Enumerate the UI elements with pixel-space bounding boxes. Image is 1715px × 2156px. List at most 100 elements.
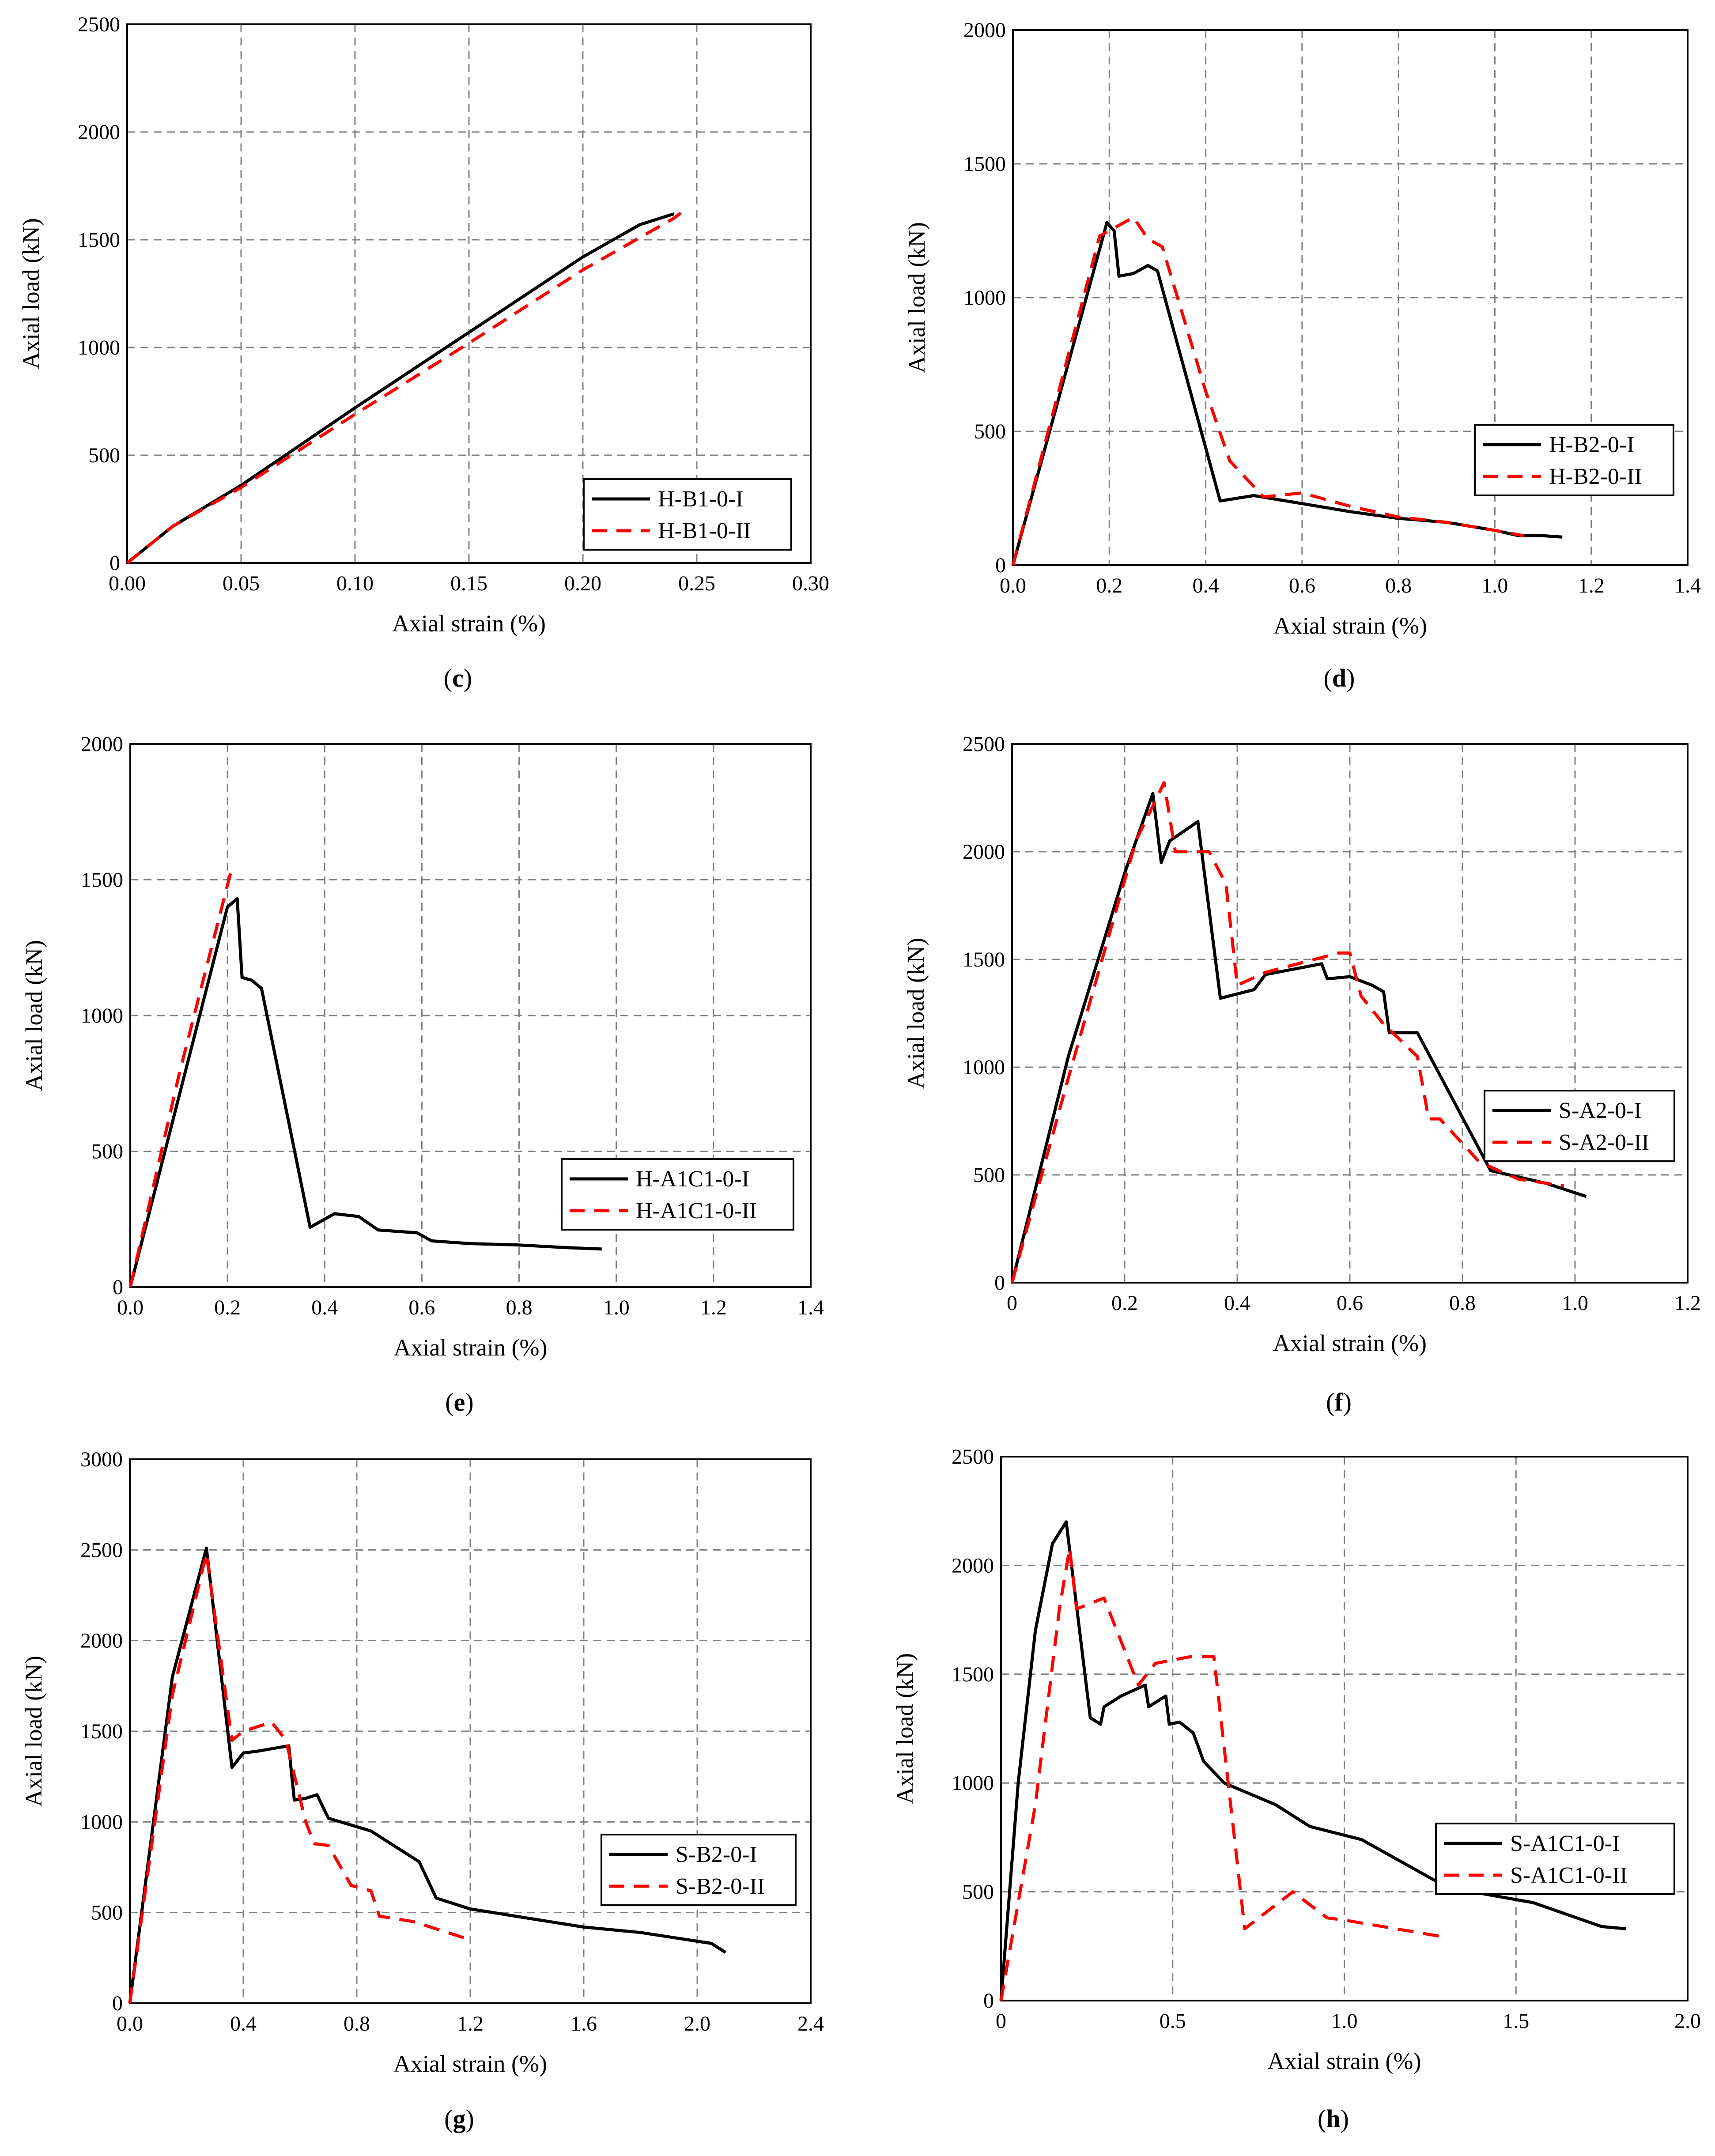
y-axis-title: Axial load (kN) (891, 1653, 918, 1804)
y-tick-label: 1500 (952, 1663, 994, 1686)
legend: S-A1C1-0-I S-A1C1-0-II (1435, 1823, 1675, 1895)
plot-frame (126, 23, 812, 564)
x-tick-label: 0.0 (117, 2012, 143, 2035)
legend: S-B2-0-I S-B2-0-II (601, 1834, 797, 1906)
panel-label: (e) (445, 1388, 473, 1416)
legend: S-A2-0-I S-A2-0-II (1484, 1090, 1675, 1162)
x-axis-title: Axial strain (%) (393, 2050, 547, 2077)
series-line-S-A1C1-0-I (999, 1520, 1626, 2001)
legend-box (1435, 1823, 1675, 1895)
x-axis-title: Axial strain (%) (394, 1334, 548, 1361)
series-line-H-B2-0-I (1011, 221, 1563, 566)
legend-box (583, 478, 792, 551)
x-tick-label: 0.4 (1193, 574, 1219, 597)
legend-label: S-A2-0-I (1559, 1098, 1642, 1123)
legend-label: S-A2-0-II (1559, 1130, 1649, 1155)
series-line-H-A1C1-0-I (128, 897, 602, 1288)
panel-label: (f) (1326, 1388, 1352, 1416)
panel-c: 0.00 0.05 0.10 0.15 0.20 0.25 0.30 0 500 1000 1500… (18, 13, 829, 692)
series-line-H-B2-0-II (1011, 215, 1524, 566)
y-tick-label: 0 (994, 1271, 1005, 1295)
plot-frame (129, 1458, 812, 2004)
x-tick-label: 0.8 (1449, 1291, 1476, 1315)
plot-frame (1000, 1456, 1689, 2001)
y-tick-label: 500 (973, 1163, 1005, 1187)
y-tick-label: 2500 (78, 13, 120, 36)
legend: H-B1-0-I H-B1-0-II (583, 478, 792, 551)
x-tick-label: 0.30 (792, 572, 829, 595)
y-tick-label: 1000 (80, 1810, 123, 1834)
panel-label: (g) (444, 2104, 474, 2133)
x-tick-label: 0.15 (450, 572, 487, 595)
series-line-S-A2-0-II (1010, 781, 1564, 1283)
y-axis-title: Axial load (kN) (18, 218, 44, 369)
x-axis-title: Axial strain (%) (392, 610, 546, 637)
legend: H-A1C1-0-I H-A1C1-0-II (561, 1158, 794, 1231)
y-tick-label: 500 (974, 420, 1006, 443)
x-tick-label: 0.20 (564, 572, 601, 595)
panel-f: 0 0.2 0.4 0.6 0.8 1.0 1.2 0 500 1000 1500 2000 2500 A… (903, 733, 1701, 1416)
x-tick-label: 1.4 (797, 1296, 824, 1319)
x-tick-label: 0.5 (1160, 2009, 1186, 2033)
y-tick-label: 2000 (963, 19, 1006, 42)
x-tick-label: 1.2 (700, 1296, 727, 1319)
y-tick-label: 0 (983, 1989, 994, 2013)
plot-frame (1011, 743, 1689, 1284)
legend-label: S-A1C1-0-II (1510, 1863, 1628, 1888)
y-tick-label: 500 (91, 1901, 123, 1925)
panel-g: 0.0 0.4 0.8 1.2 1.6 2.0 2.4 0 500 1000 1500 2000 250… (20, 1448, 824, 2133)
panel-label: (c) (444, 664, 472, 692)
panel-d: 0.0 0.2 0.4 0.6 0.8 1.0 1.2 1.4 0 500 1000 1500 2000… (903, 19, 1701, 692)
y-tick-label: 2000 (81, 733, 123, 756)
legend-label: H-B2-0-I (1549, 432, 1635, 457)
x-axis-title: Axial strain (%) (1268, 2048, 1421, 2074)
legend-box (1474, 424, 1674, 496)
x-tick-label: 0.4 (230, 2012, 257, 2035)
y-tick-label: 1500 (963, 948, 1005, 971)
y-tick-label: 2000 (80, 1629, 123, 1653)
y-axis-title: Axial load (kN) (20, 1656, 47, 1807)
x-tick-label: 0.10 (336, 572, 374, 595)
x-tick-label: 1.5 (1503, 2009, 1529, 2033)
y-tick-label: 1000 (78, 336, 120, 359)
x-tick-label: 1.0 (1562, 1291, 1588, 1315)
x-tick-label: 0.8 (1385, 574, 1412, 597)
series-line-S-B2-0-II (128, 1552, 471, 2004)
x-tick-label: 0.00 (109, 572, 146, 595)
x-tick-label: 2.0 (1674, 2009, 1701, 2033)
x-tick-label: 0.2 (1096, 574, 1122, 597)
y-tick-label: 3000 (80, 1448, 123, 1471)
x-tick-label: 0 (1007, 1291, 1017, 1315)
panel-e: 0.0 0.2 0.4 0.6 0.8 1.0 1.2 1.4 0 500 1000 1500 2000… (21, 733, 824, 1416)
y-axis-title: Axial load (kN) (903, 222, 930, 373)
x-tick-label: 1.0 (1331, 2009, 1358, 2033)
y-axis-title: Axial load (kN) (21, 940, 47, 1091)
x-tick-label: 1.2 (1578, 574, 1605, 597)
y-tick-label: 2500 (952, 1445, 994, 1469)
y-tick-label: 1000 (963, 286, 1006, 310)
x-tick-label: 0.4 (1224, 1291, 1250, 1315)
series-line-H-B1-0-II (126, 211, 682, 564)
legend-label: S-B2-0-II (676, 1874, 765, 1899)
x-tick-label: 0.6 (408, 1296, 435, 1319)
y-tick-label: 500 (962, 1880, 994, 1904)
y-tick-label: 2000 (963, 840, 1005, 864)
y-tick-label: 0 (113, 1276, 123, 1299)
legend: H-B2-0-I H-B2-0-II (1474, 424, 1674, 496)
x-tick-label: 0.0 (1000, 574, 1026, 597)
plot-frame (129, 743, 812, 1288)
x-tick-label: 0.8 (506, 1296, 533, 1319)
x-tick-label: 0.6 (1289, 574, 1315, 597)
x-tick-label: 1.0 (603, 1296, 630, 1319)
plot-frame (1012, 29, 1689, 566)
x-tick-label: 0.8 (344, 2012, 370, 2035)
x-tick-label: 0 (996, 2009, 1006, 2033)
x-axis-title: Axial strain (%) (1273, 612, 1427, 639)
x-tick-label: 1.6 (570, 2012, 597, 2035)
legend-label: H-B2-0-II (1549, 464, 1642, 489)
legend-label: H-B1-0-II (658, 518, 751, 544)
y-tick-label: 1500 (81, 868, 123, 892)
y-tick-label: 500 (88, 444, 120, 467)
series-line-H-A1C1-0-II (128, 865, 234, 1288)
